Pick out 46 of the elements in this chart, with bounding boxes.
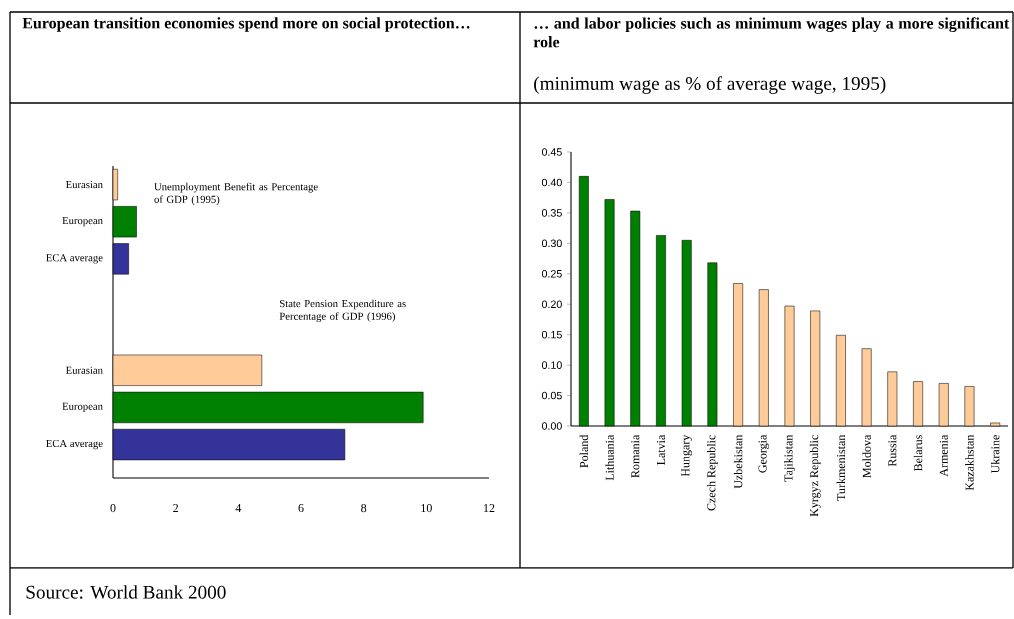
y-tick-label: Eurasian [65, 366, 103, 374]
x-tick-label: Russia [888, 434, 897, 467]
x-tick-label: Moldova [862, 434, 871, 478]
y-tick-label: 0.45 [541, 148, 562, 156]
source-note: Source: World Bank 2000 [26, 585, 226, 599]
chart-title: European transition economies spend more on social protection… [22, 17, 470, 32]
x-tick-label: Czech Republic [706, 435, 718, 511]
x-tick-label: 12 [484, 504, 495, 512]
y-tick-label: ECA average [46, 439, 103, 450]
x-tick-label: Lithuania [605, 434, 614, 481]
annotation: Unemployment Benefit as Percentage of GDP (1995) [154, 182, 318, 206]
x-tick-label: Romania [631, 434, 640, 478]
y-tick-label: 0.25 [541, 270, 562, 278]
x-tick-label: 0 [110, 504, 116, 513]
x-tick-label: Poland [579, 434, 589, 468]
y-tick-label: 0.10 [541, 361, 562, 369]
y-tick-label: 0.30 [541, 239, 562, 248]
chart-title: … and labor policies such as minimum wages play a more significant role [533, 17, 1010, 48]
chart-subtitle: (minimum wage as % of average wage, 1995) [534, 76, 886, 94]
x-tick-label: Kyrgyz Republic [809, 435, 821, 517]
y-tick-label: European [62, 217, 103, 227]
x-tick-label: Hungary [681, 434, 692, 477]
x-tick-label: 6 [298, 504, 304, 513]
x-tick-label: 2 [173, 504, 178, 512]
y-tick-label: European [62, 402, 103, 413]
x-tick-label: Belarus [913, 435, 923, 472]
x-tick-label: Georgia [758, 434, 770, 473]
annotation: State Pension Expenditure as Percentage of GDP (1996) [279, 299, 406, 323]
y-tick-label: 0.15 [541, 330, 562, 339]
x-tick-label: 4 [235, 504, 242, 512]
x-tick-label: Kazakhstan [965, 434, 974, 491]
y-tick-label: 0.20 [541, 300, 562, 308]
x-tick-label: 10 [421, 504, 432, 513]
x-tick-label: Tajikistan [784, 434, 795, 482]
y-tick-label: 0.40 [541, 178, 562, 187]
x-tick-label: Armenia [939, 434, 948, 477]
y-tick-label: 0.00 [541, 422, 562, 430]
y-tick-label: 0.35 [541, 209, 562, 217]
x-tick-label: Latvia [656, 434, 666, 466]
x-tick-label: 8 [361, 504, 367, 513]
x-tick-label: Turkmenistan [836, 434, 846, 501]
x-tick-label: Uzbekistan [733, 434, 743, 489]
y-tick-label: ECA average [46, 254, 103, 264]
y-tick-label: 0.05 [541, 391, 562, 400]
x-tick-label: Ukraine [990, 435, 1000, 474]
y-tick-label: Eurasian [65, 180, 103, 189]
